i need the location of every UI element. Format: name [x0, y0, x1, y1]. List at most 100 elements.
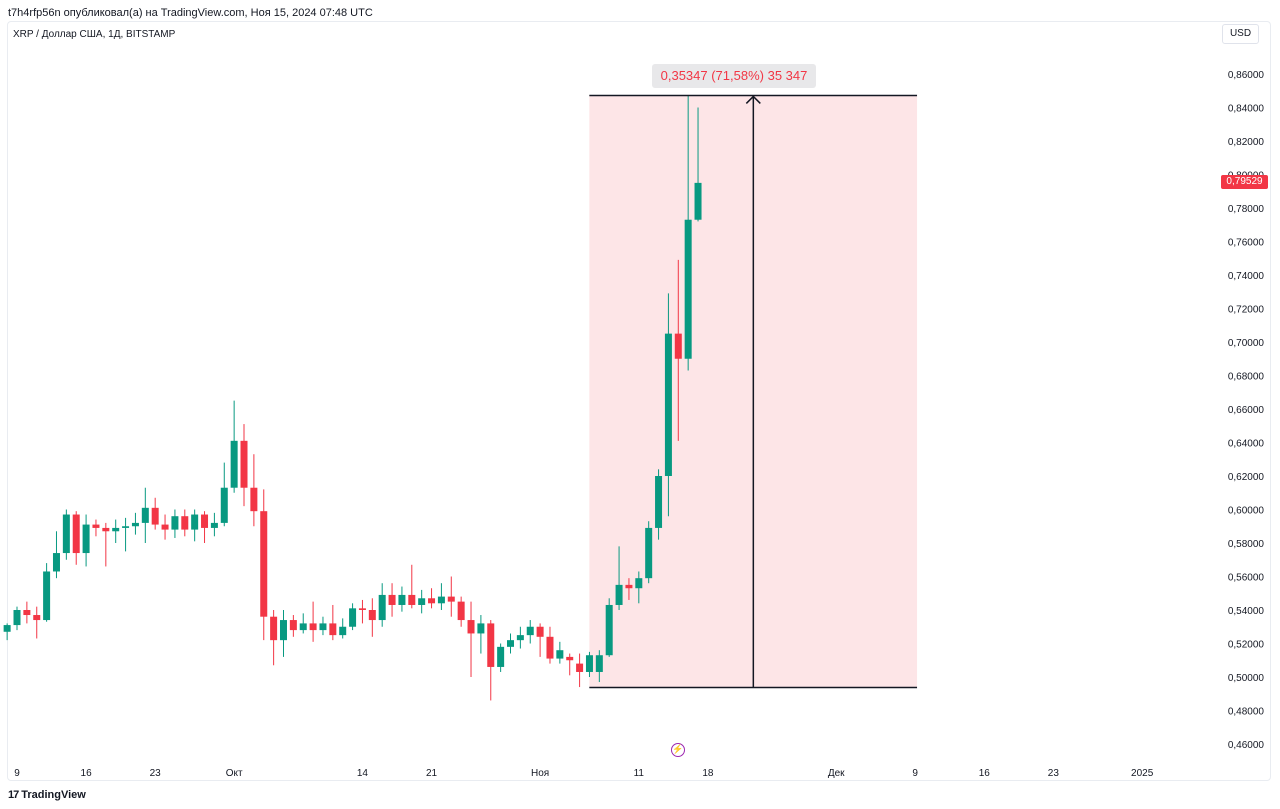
candle-body: [131, 522, 139, 527]
candle-body: [102, 527, 110, 532]
candle-body: [329, 623, 337, 636]
candle-body: [516, 635, 524, 641]
candle-body: [220, 487, 228, 523]
candle-body: [92, 524, 100, 528]
candle-body: [270, 616, 278, 641]
candle-body: [260, 511, 268, 617]
candle-body: [151, 507, 159, 525]
price-tick-label: 0,64000: [1228, 439, 1265, 450]
price-tick-label: 0,82000: [1228, 137, 1265, 148]
candle-body: [645, 527, 653, 579]
candle-body: [161, 524, 169, 530]
candle-body: [33, 615, 41, 621]
candle-body: [674, 333, 682, 359]
candle-body: [289, 620, 297, 631]
candle-body: [605, 604, 613, 656]
candle-body: [556, 650, 564, 659]
candle-body: [319, 623, 327, 631]
time-tick-label: 14: [357, 768, 369, 779]
candle-body: [201, 514, 209, 528]
candle-body: [664, 333, 672, 476]
candle-body: [349, 608, 357, 627]
candle-body: [457, 601, 465, 621]
candle-body: [230, 440, 238, 488]
candle-body: [467, 620, 475, 634]
time-tick-label: 16: [979, 768, 991, 779]
candle-body: [82, 524, 90, 554]
candle-body: [398, 594, 406, 605]
candle-body: [408, 594, 416, 605]
time-tick-label: 9: [14, 768, 20, 779]
candle-body: [546, 636, 554, 659]
price-tick-label: 0,56000: [1228, 573, 1265, 584]
candle-body: [585, 655, 593, 672]
candle-body: [447, 596, 455, 602]
published-line: t7h4rfp56n опубликовал(а) на TradingView…: [8, 7, 373, 19]
price-tick-label: 0,58000: [1228, 539, 1265, 550]
price-tick-label: 0,66000: [1228, 405, 1265, 416]
price-tick-label: 0,74000: [1228, 271, 1265, 282]
price-tick-label: 0,62000: [1228, 472, 1265, 483]
candle-body: [595, 655, 603, 672]
measure-label: 0,35347 (71,58%) 35 347: [652, 64, 816, 88]
candle-body: [418, 598, 426, 605]
candle-body: [437, 596, 445, 604]
time-tick-label: 23: [150, 768, 162, 779]
lightning-icon[interactable]: ⚡: [671, 743, 685, 757]
price-tick-label: 0,46000: [1228, 740, 1265, 751]
price-tick-label: 0,50000: [1228, 673, 1265, 684]
candle-body: [250, 487, 258, 512]
candle-body: [299, 623, 307, 631]
candle-body: [72, 514, 80, 554]
time-tick-label: 9: [912, 768, 918, 779]
candle-body: [122, 526, 130, 528]
candle-body: [507, 640, 514, 647]
candle-body: [141, 507, 149, 523]
candle-body: [309, 623, 317, 631]
candle-body: [368, 610, 376, 621]
candle-body: [3, 625, 11, 632]
candle-body: [210, 522, 218, 528]
candle-body: [181, 516, 189, 530]
candle-body: [52, 553, 60, 572]
symbol-title[interactable]: XRP / Доллар США, 1Д, BITSTAMP: [13, 29, 176, 40]
tradingview-brand: TradingView: [21, 789, 86, 801]
tradingview-logo[interactable]: 17 TradingView: [8, 789, 86, 801]
currency-button[interactable]: USD: [1222, 24, 1259, 44]
price-tick-label: 0,72000: [1228, 305, 1265, 316]
time-tick-label: Окт: [226, 768, 243, 779]
time-tick-label: Дек: [828, 768, 845, 779]
price-tick-label: 0,48000: [1228, 707, 1265, 718]
measure-lines-layer: [589, 94, 918, 689]
candle-body: [62, 514, 70, 554]
chart-frame: [7, 21, 1271, 781]
time-tick-label: 18: [702, 768, 714, 779]
candle-body: [526, 626, 534, 636]
candle-body: [684, 219, 692, 359]
candles-layer: [3, 95, 702, 701]
price-tick-label: 0,54000: [1228, 606, 1265, 617]
candle-body: [171, 516, 179, 530]
price-tick-label: 0,52000: [1228, 640, 1265, 651]
time-tick-label: 11: [634, 768, 645, 779]
candle-body: [428, 598, 436, 604]
price-tick-label: 0,86000: [1228, 70, 1265, 81]
candle-body: [487, 623, 495, 667]
measure-arrow-head-icon: [745, 95, 761, 104]
candle-body: [566, 656, 574, 661]
candle-body: [388, 594, 396, 605]
candle-body: [23, 610, 31, 616]
time-tick-label: 21: [426, 768, 438, 779]
candle-body: [191, 514, 199, 530]
time-tick-label: 16: [81, 768, 93, 779]
candle-body: [378, 594, 386, 621]
candle-body: [536, 626, 544, 637]
candle-body: [625, 584, 633, 589]
candle-body: [497, 646, 505, 667]
tradingview-mark-icon: 17: [8, 789, 19, 801]
candle-body: [477, 623, 485, 634]
price-tick-label: 0,60000: [1228, 506, 1265, 517]
time-tick-label: 23: [1048, 768, 1060, 779]
price-tick-label: 0,70000: [1228, 338, 1265, 349]
